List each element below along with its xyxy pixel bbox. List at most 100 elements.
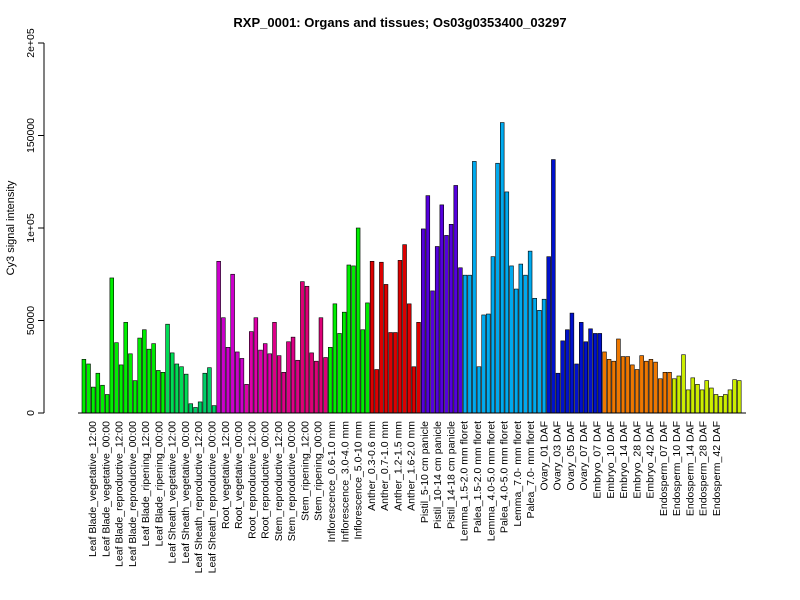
bar <box>434 246 440 414</box>
bar <box>95 372 101 414</box>
bar <box>188 403 194 414</box>
bar <box>253 317 259 414</box>
x-tick-label: Leaf Sheath_vegetative_00:00 <box>180 421 192 564</box>
bar <box>458 267 463 414</box>
x-tick-label: Leaf Blade_ripening_12:00 <box>140 421 152 547</box>
bar <box>132 380 138 414</box>
bar <box>588 328 593 414</box>
bar <box>569 312 575 414</box>
bar <box>644 360 649 414</box>
x-tick-label: Endosperm_42 DAF <box>711 421 723 516</box>
x-tick-label: Endosperm_14 DAF <box>684 421 696 516</box>
bar <box>355 227 361 414</box>
x-tick-label: Endosperm_07 DAF <box>658 421 670 516</box>
x-tick-label: Lemma_4.0-5.0 mm floret <box>485 421 497 541</box>
bar <box>495 162 500 414</box>
x-tick-label: Endosperm_28 DAF <box>698 421 710 516</box>
bar <box>346 264 352 414</box>
bar <box>592 333 598 414</box>
bar <box>216 260 221 414</box>
bar <box>170 352 175 414</box>
bar <box>221 317 226 414</box>
y-tick-label: 150000 <box>25 118 37 153</box>
x-tick-label: Leaf Blade_vegetative_12:00 <box>87 421 99 557</box>
x-tick-label: Stem_ripening_00:00 <box>313 421 325 521</box>
bar <box>91 386 96 414</box>
x-tick-label: Embryo_14 DAF <box>618 421 630 499</box>
x-tick-label: Pistil_5-10 cm panicle <box>419 421 431 523</box>
bar <box>709 387 714 414</box>
y-tick-label: 50000 <box>25 306 37 335</box>
bar <box>104 394 110 414</box>
x-axis-labels: Leaf Blade_vegetative_12:00 Leaf Blade_ve… <box>87 421 723 574</box>
bar <box>183 373 189 414</box>
bar <box>448 224 454 414</box>
bar <box>86 363 91 414</box>
x-tick-label: Leaf Sheath_reproductive_00:00 <box>206 421 218 574</box>
bar <box>165 323 170 414</box>
bar <box>523 274 528 414</box>
bar <box>244 384 249 414</box>
bar <box>411 366 417 414</box>
bar <box>179 366 184 414</box>
bar <box>676 375 682 414</box>
bar <box>207 367 212 414</box>
bar <box>230 273 235 414</box>
chart-title: RXP_0001: Organs and tissues; Os03g03534… <box>233 15 566 30</box>
bar <box>583 341 589 414</box>
x-tick-label: Endosperm_10 DAF <box>671 421 683 516</box>
bar <box>160 371 166 414</box>
bar <box>388 332 393 414</box>
x-tick-label: Palea_7.0- mm floret <box>525 421 537 519</box>
bar <box>239 358 245 414</box>
x-tick-label: Anther_1.6-2.0 mm <box>406 421 418 511</box>
bar <box>467 274 472 414</box>
bar <box>699 389 705 414</box>
bar <box>513 288 519 414</box>
bar <box>323 357 328 414</box>
x-tick-label: Leaf Sheath_reproductive_12:00 <box>193 421 205 574</box>
bar <box>681 354 686 414</box>
bar <box>109 277 114 414</box>
x-tick-label: Inflorescence_3.0-4.0 mm <box>339 421 351 543</box>
bar <box>369 260 375 414</box>
bar <box>262 343 268 414</box>
bar <box>258 349 263 414</box>
bar <box>314 360 319 414</box>
bar <box>611 360 616 414</box>
bar <box>732 379 737 414</box>
x-tick-label: Leaf Blade_reproductive_12:00 <box>114 421 126 567</box>
bar <box>658 378 663 414</box>
x-tick-label: Leaf Blade_ripening_00:00 <box>153 421 165 547</box>
bar <box>360 329 365 414</box>
x-tick-label: Ovary_01 DAF <box>538 421 550 490</box>
bar <box>625 356 630 414</box>
bar <box>723 394 728 414</box>
x-tick-label: Leaf Blade_reproductive_00:00 <box>127 421 139 567</box>
bar <box>606 359 612 414</box>
bar <box>142 329 147 414</box>
bar <box>332 303 338 414</box>
bar <box>500 122 505 414</box>
bar <box>472 161 477 414</box>
bar <box>272 322 277 414</box>
bar <box>597 333 603 414</box>
x-tick-label: Embryo_07 DAF <box>592 421 604 499</box>
bar <box>486 313 491 414</box>
bar <box>648 359 654 414</box>
bars <box>81 122 742 414</box>
bar <box>337 333 342 414</box>
bar <box>579 322 584 414</box>
x-tick-label: Anther_0.7-1.0 mm <box>379 421 391 511</box>
y-axis-label: Cy3 signal intensity <box>5 180 17 275</box>
bar <box>225 347 231 414</box>
bar <box>639 355 644 414</box>
bar <box>156 370 161 414</box>
bar <box>420 228 426 414</box>
bar <box>286 341 291 414</box>
bar <box>137 337 142 414</box>
x-tick-label: Stem_ripening_12:00 <box>299 421 311 521</box>
bar <box>365 302 370 414</box>
bar <box>653 361 658 414</box>
bar <box>551 159 556 414</box>
